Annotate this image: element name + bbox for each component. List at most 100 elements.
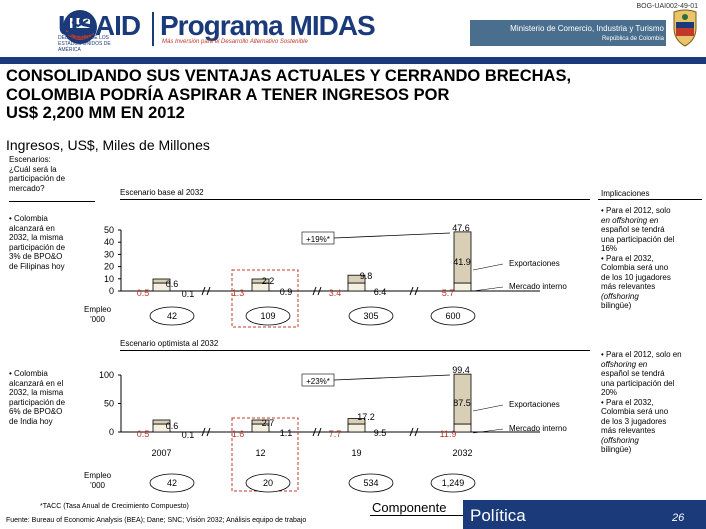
y-tick-label: 0 bbox=[109, 286, 114, 296]
axis-break bbox=[312, 286, 322, 296]
bar-label-exportaciones: 9.5 bbox=[374, 428, 387, 438]
impl-line: bilingüe) bbox=[601, 445, 632, 454]
bar-total-label: 9.8 bbox=[360, 271, 373, 281]
politica-banner bbox=[463, 500, 706, 529]
y-tick-label: 0 bbox=[109, 427, 114, 437]
axis-break bbox=[201, 427, 211, 437]
y-tick-label: 40 bbox=[104, 237, 114, 247]
componente-rule bbox=[370, 515, 463, 516]
y-tick-label: 20 bbox=[104, 262, 114, 272]
impl-line: español se tendrá bbox=[601, 369, 665, 378]
scenario-base-label: Escenario base al 2032 bbox=[120, 188, 204, 197]
y-tick-label: 10 bbox=[104, 274, 114, 284]
y-tick-label: 100 bbox=[99, 370, 114, 380]
scenario-optimista-label: Escenario optimista al 2032 bbox=[120, 339, 219, 348]
desc-line: 2032, la misma bbox=[9, 233, 64, 242]
header-rule bbox=[0, 57, 706, 64]
desc-line: • Colombia bbox=[9, 214, 48, 223]
slide-subtitle: Ingresos, US$, Miles de Millones bbox=[6, 137, 210, 153]
title-line: US$ 2,200 MM EN 2012 bbox=[6, 104, 185, 122]
bar-exportaciones bbox=[251, 419, 270, 425]
desc-line: • Colombia bbox=[9, 369, 48, 378]
empleo-bubble bbox=[348, 306, 394, 326]
implicaciones-rule bbox=[598, 199, 702, 200]
bar-total-label: 2.7 bbox=[262, 418, 275, 428]
bar-exportaciones bbox=[152, 278, 171, 284]
program-subtitle: Más Inversión para el Desarrollo Alterna… bbox=[162, 39, 308, 45]
empleo-value: 42 bbox=[167, 478, 177, 488]
republica-label: República de Colombia bbox=[601, 36, 664, 42]
legend-mercado-interno: Mercado interno bbox=[509, 282, 567, 291]
bar-label-exportaciones: 0.1 bbox=[182, 430, 195, 440]
bar-label-exportaciones: 0.9 bbox=[280, 287, 293, 297]
impl-line: • Para el 2012, solo bbox=[601, 206, 671, 215]
x-category-label: 2007 bbox=[151, 448, 171, 458]
desc-line: alcanzará en el bbox=[9, 378, 64, 388]
empleo-value: 20 bbox=[263, 478, 273, 488]
scenario-base-rule bbox=[120, 199, 590, 200]
empleo-bubble bbox=[245, 306, 291, 326]
x-category-label: 19 bbox=[351, 448, 361, 458]
usaid-wordmark: USAID bbox=[58, 10, 141, 41]
bar-label-exportaciones: 41.9 bbox=[453, 257, 471, 267]
empleo-bubble bbox=[348, 473, 394, 493]
impl-line: español se tendrá bbox=[601, 225, 665, 234]
empleo-value: 534 bbox=[363, 478, 378, 488]
slide-title: CONSOLIDANDO SUS VENTAJAS ACTUALES Y CER… bbox=[6, 67, 696, 123]
bar-label-interno: 11.9 bbox=[440, 429, 457, 439]
impl-line: • Para el 2032, bbox=[601, 253, 654, 263]
bar-label-exportaciones: 87.5 bbox=[453, 398, 471, 408]
scenario-base-implications: • Para el 2012, solo en offshoring en es… bbox=[601, 206, 704, 311]
politica-label: Política bbox=[470, 506, 526, 525]
componente-label: Componente bbox=[372, 500, 447, 515]
desc-line: participación de bbox=[9, 397, 66, 407]
title-line: COLOMBIA PODRÍA ASPIRAR A TENER INGRESOS… bbox=[6, 85, 450, 104]
scenario-optimista-rule bbox=[120, 350, 590, 351]
legend-exportaciones: Exportaciones bbox=[509, 400, 560, 409]
desc-line: 6% de BPO&O bbox=[9, 407, 63, 416]
impl-line: (offshoring bbox=[601, 291, 639, 301]
empleo-label-optimista: Empleo '000 bbox=[84, 471, 111, 490]
bar-label-interno: 0.5 bbox=[137, 429, 150, 439]
bar-label-interno: 0.5 bbox=[137, 288, 150, 298]
legend-leader bbox=[472, 263, 504, 271]
empleo-label-base: Empleo '000 bbox=[84, 305, 111, 324]
x-category-label: 2032 bbox=[452, 448, 472, 458]
legend-leader bbox=[472, 428, 504, 434]
bar-label-interno: 7.7 bbox=[329, 429, 342, 439]
empleo-bubble bbox=[245, 473, 291, 493]
desc-line: alcanzará en bbox=[9, 223, 55, 233]
growth-label: +19%* bbox=[306, 235, 330, 244]
y-tick-label: 50 bbox=[104, 399, 114, 409]
legend-mercado-interno: Mercado interno bbox=[509, 424, 567, 433]
bar-mercado-interno bbox=[347, 423, 366, 433]
bar-mercado-interno bbox=[453, 282, 472, 292]
desc-line: participación de bbox=[9, 242, 66, 252]
bar-mercado-interno bbox=[347, 282, 366, 292]
bar-label-exportaciones: 1.1 bbox=[280, 428, 293, 438]
empleo-line: '000 bbox=[90, 480, 105, 490]
empleo-line: Empleo bbox=[84, 305, 112, 314]
scenario-optimista-description: • Colombia alcanzará en el 2032, la mism… bbox=[9, 369, 99, 426]
bar-label-exportaciones: 0.1 bbox=[182, 289, 195, 299]
impl-line: bilingüe) bbox=[601, 301, 632, 310]
desc-line: 3% de BPO&O bbox=[9, 252, 63, 261]
empleo-bubble bbox=[149, 473, 195, 493]
impl-line: más relevantes bbox=[601, 282, 656, 291]
impl-line: de los 3 jugadores bbox=[601, 416, 667, 426]
document-id: BOG-UAI002-49-01 bbox=[636, 3, 698, 10]
impl-line: • Para el 2032, bbox=[601, 397, 654, 407]
coat-of-arms-icon bbox=[673, 9, 697, 47]
empleo-bubble bbox=[430, 473, 476, 493]
y-tick-label: 50 bbox=[104, 225, 114, 235]
bar-exportaciones bbox=[152, 419, 171, 425]
bar-total-label: 17.2 bbox=[357, 412, 375, 422]
empleo-bubble bbox=[430, 306, 476, 326]
scenario-base-description: • Colombia alcanzará en 2032, la misma p… bbox=[9, 214, 99, 271]
bar-exportaciones bbox=[453, 373, 472, 425]
impl-line: una participación del bbox=[601, 234, 675, 244]
bar-total-label: 99.4 bbox=[452, 365, 470, 375]
legend-exportaciones: Exportaciones bbox=[509, 259, 560, 268]
escenarios-line: mercado? bbox=[9, 183, 45, 193]
